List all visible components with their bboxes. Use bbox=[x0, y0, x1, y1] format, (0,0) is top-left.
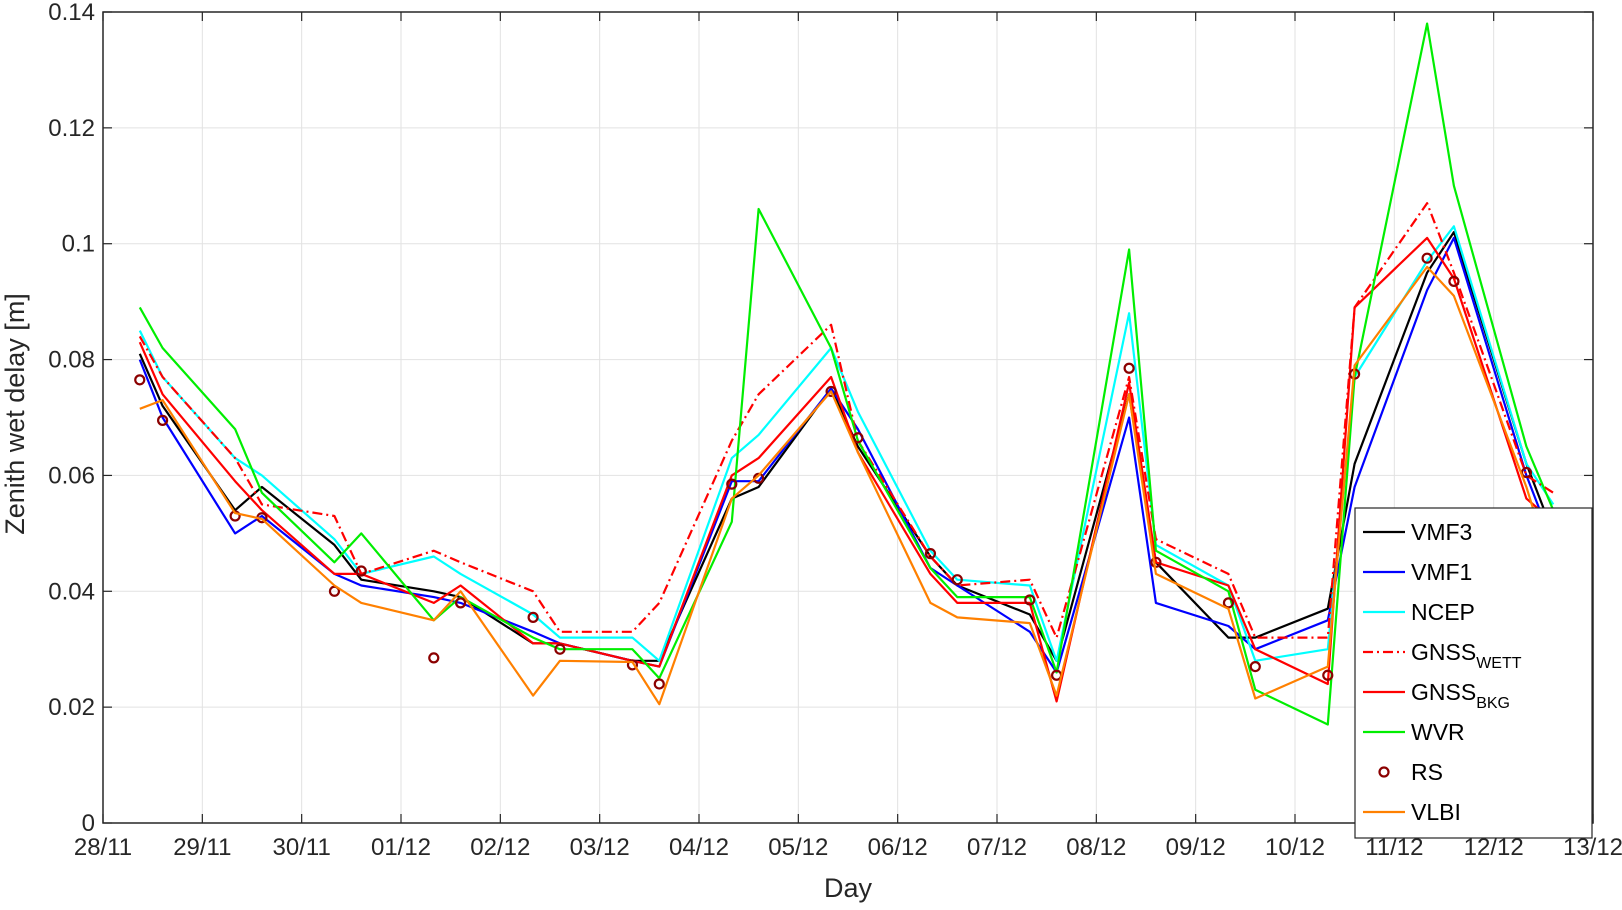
data-point-rs bbox=[825, 385, 837, 398]
data-point-rs bbox=[1249, 660, 1261, 673]
legend-label-rs: RS bbox=[1411, 759, 1443, 785]
data-point-rs bbox=[924, 548, 937, 560]
data-point-rs bbox=[527, 611, 539, 623]
y-tick-label: 0 bbox=[82, 810, 95, 837]
legend-label-vmf3: VMF3 bbox=[1411, 519, 1472, 545]
data-point-rs bbox=[726, 478, 738, 490]
data-point-rs bbox=[653, 678, 665, 690]
y-tick-label: 0.04 bbox=[48, 578, 95, 605]
data-point-rs bbox=[134, 374, 146, 386]
x-tick-label: 03/12 bbox=[570, 834, 630, 861]
data-point-rs bbox=[455, 597, 467, 609]
x-tick-label: 30/11 bbox=[273, 834, 331, 861]
data-point-rs bbox=[1421, 252, 1433, 264]
data-point-rs bbox=[428, 652, 440, 664]
legend-label-vlbi: VLBI bbox=[1411, 799, 1461, 825]
x-tick-label: 01/12 bbox=[371, 834, 431, 861]
data-point-rs bbox=[1222, 597, 1235, 609]
series-line-gnss-wett bbox=[138, 202, 1554, 639]
x-tick-label: 05/12 bbox=[768, 834, 828, 861]
legend-swatch-rs bbox=[1378, 766, 1390, 778]
y-tick-label: 0.06 bbox=[48, 462, 95, 489]
data-point-rs bbox=[852, 432, 864, 444]
y-tick-label: 0.12 bbox=[48, 115, 95, 142]
legend-label-vmf1: VMF1 bbox=[1411, 559, 1472, 585]
data-point-rs bbox=[1123, 362, 1135, 374]
x-tick-label: 06/12 bbox=[868, 834, 928, 861]
y-tick-label: 0.08 bbox=[48, 347, 95, 374]
data-point-rs bbox=[1024, 594, 1036, 606]
x-tick-label: 04/12 bbox=[669, 834, 729, 861]
y-axis-label: Zenith wet delay [m] bbox=[0, 293, 30, 535]
data-point-rs bbox=[951, 574, 963, 586]
x-axis-label: Day bbox=[824, 873, 873, 903]
series-line-wvr bbox=[138, 22, 1555, 726]
legend-label-wvr: WVR bbox=[1411, 719, 1465, 745]
series-line-vlbi bbox=[139, 265, 1555, 706]
legend-box bbox=[1354, 507, 1593, 839]
x-tick-label: 08/12 bbox=[1066, 834, 1126, 861]
y-tick-label: 0.14 bbox=[48, 0, 95, 26]
x-tick-label: 29/11 bbox=[173, 834, 231, 861]
data-point-rs bbox=[1448, 275, 1460, 287]
data-point-rs bbox=[626, 659, 639, 671]
x-tick-label: 10/12 bbox=[1265, 834, 1325, 861]
x-tick-label: 09/12 bbox=[1166, 834, 1226, 861]
data-point-rs bbox=[157, 414, 169, 426]
y-axis: 0 0.02 0.04 0.06 0.08 0.1 0.12 0.14 bbox=[48, 0, 1593, 837]
x-tick-label: 28/11 bbox=[74, 834, 132, 861]
legend-label-ncep: NCEP bbox=[1411, 599, 1475, 625]
series-layer bbox=[134, 22, 1559, 726]
x-tick-label: 07/12 bbox=[967, 834, 1027, 861]
series-line-vmf1 bbox=[138, 236, 1555, 674]
data-point-rs bbox=[1322, 669, 1334, 681]
data-point-rs bbox=[554, 643, 566, 655]
x-tick-label: 02/12 bbox=[470, 834, 530, 861]
y-tick-label: 0.1 bbox=[62, 231, 95, 258]
data-point-rs bbox=[355, 565, 367, 577]
plot-frame bbox=[102, 11, 1594, 824]
y-tick-label: 0.02 bbox=[48, 694, 95, 721]
series-line-gnss-bkg bbox=[138, 236, 1555, 703]
